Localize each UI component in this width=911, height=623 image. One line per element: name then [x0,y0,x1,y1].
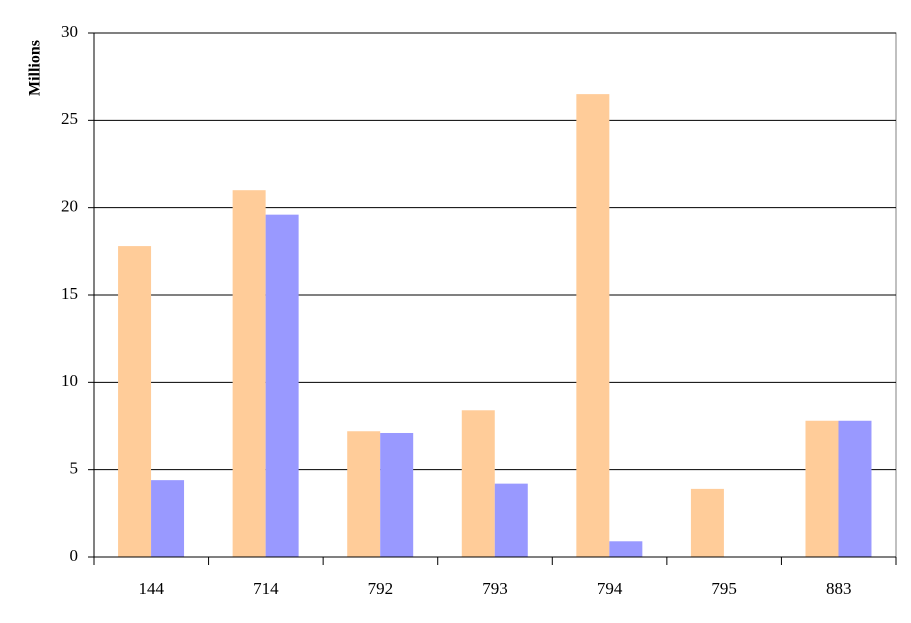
y-tick-label: 20 [61,197,78,216]
bar [576,94,610,557]
x-tick-label: 883 [826,579,852,598]
x-tick-label: 794 [597,579,623,598]
x-tick-label: 795 [711,579,737,598]
x-tick-label: 793 [482,579,508,598]
y-tick-label: 25 [61,109,78,128]
y-tick-label: 30 [61,22,78,41]
bar [380,432,414,557]
bar [151,480,185,557]
bar [494,483,528,557]
bar [690,488,724,557]
bar [838,420,872,557]
y-tick-label: 0 [70,546,79,565]
y-tick-label: 5 [70,459,79,478]
x-tick-label: 144 [139,579,165,598]
bar [232,190,266,557]
x-tick-label: 792 [368,579,394,598]
y-tick-label: 10 [61,371,78,390]
bar [118,246,152,558]
bar [805,420,839,557]
y-tick-label: 15 [61,284,78,303]
bar [461,410,495,557]
bar [609,541,643,557]
x-tick-label: 714 [253,579,279,598]
bar [265,214,299,558]
y-axis-label: Millions [27,40,44,96]
bar [347,431,381,557]
